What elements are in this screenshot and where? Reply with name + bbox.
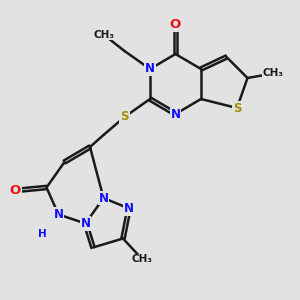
Text: N: N (145, 62, 155, 76)
Text: S: S (233, 101, 241, 115)
Text: CH₃: CH₃ (93, 29, 114, 40)
Text: H: H (38, 229, 46, 239)
Text: O: O (9, 184, 21, 197)
Text: S: S (120, 110, 129, 124)
Text: N: N (124, 202, 134, 215)
Text: CH₃: CH₃ (132, 254, 153, 265)
Text: N: N (98, 191, 109, 205)
Text: N: N (170, 107, 181, 121)
Text: N: N (80, 217, 91, 230)
Text: O: O (170, 17, 181, 31)
Text: CH₃: CH₃ (262, 68, 284, 79)
Text: N: N (53, 208, 64, 221)
